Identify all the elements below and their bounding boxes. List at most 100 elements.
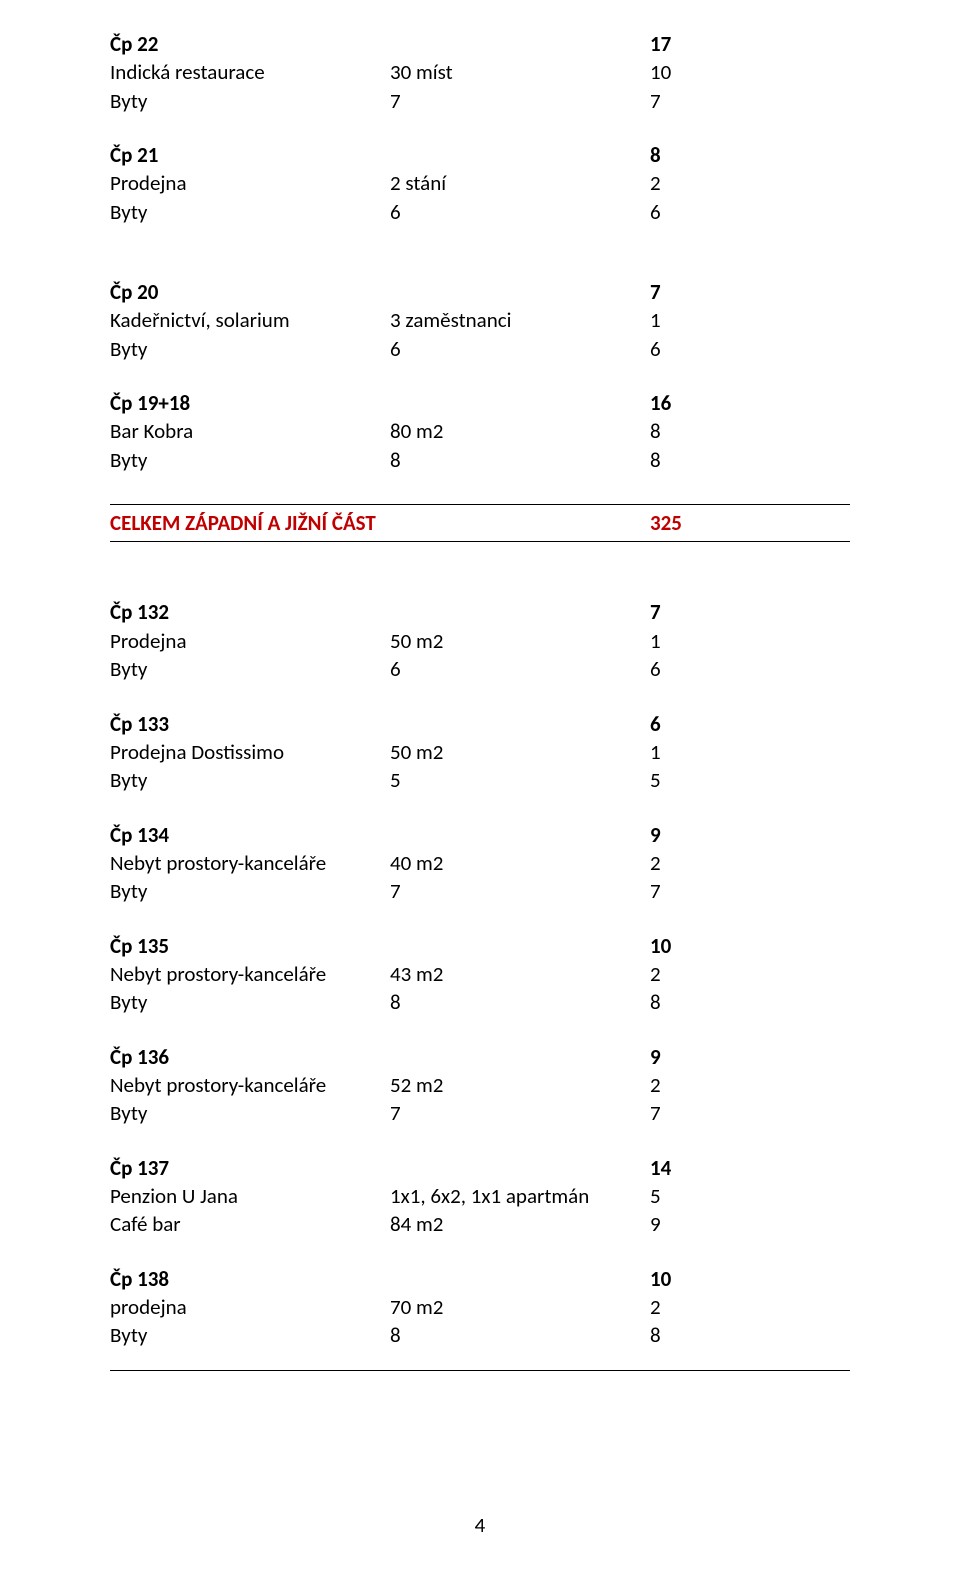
- cell: Bar Kobra: [110, 417, 390, 445]
- row-cp1918-title: Čp 19+18 16: [110, 389, 850, 417]
- cell: 2 stání: [390, 169, 650, 197]
- row-cp22-title: Čp 22 17: [110, 30, 850, 58]
- row-cp135-title: Čp 135 10: [110, 932, 850, 960]
- cell: 2: [650, 169, 850, 197]
- row-cp21-title: Čp 21 8: [110, 141, 850, 169]
- cell: prodejna: [110, 1293, 390, 1321]
- cp21-title: Čp 21: [110, 141, 390, 169]
- row-cp1918-1: Bar Kobra 80 m2 8: [110, 417, 850, 445]
- cell: 52 m2: [390, 1071, 650, 1099]
- row-cp136-2: Byty 7 7: [110, 1099, 850, 1127]
- cell: 5: [390, 766, 650, 794]
- cell: 10: [650, 58, 850, 86]
- total-value: 325: [650, 509, 850, 537]
- cp133-total: 6: [650, 710, 850, 738]
- cp133-title: Čp 133: [110, 710, 390, 738]
- cp137-title: Čp 137: [110, 1154, 390, 1182]
- cell: 7: [390, 87, 650, 115]
- row-cp136-title: Čp 136 9: [110, 1043, 850, 1071]
- cell: Kadeřnictví, solarium: [110, 306, 390, 334]
- cell: 8: [650, 417, 850, 445]
- row-cp132-title: Čp 132 7: [110, 598, 850, 626]
- footer-rule: [110, 1370, 850, 1371]
- cp1918-total: 16: [650, 389, 850, 417]
- cp134-total: 9: [650, 821, 850, 849]
- row-cp21-2: Byty 6 6: [110, 198, 850, 226]
- row-cp22-1: Indická restaurace 30 míst 10: [110, 58, 850, 86]
- cell: 6: [650, 198, 850, 226]
- cp22-total: 17: [650, 30, 850, 58]
- cp136-total: 9: [650, 1043, 850, 1071]
- cell: 3 zaměstnanci: [390, 306, 650, 334]
- cp21-total: 8: [650, 141, 850, 169]
- cell: Nebyt prostory-kanceláře: [110, 849, 390, 877]
- row-cp133-title: Čp 133 6: [110, 710, 850, 738]
- cell: Byty: [110, 988, 390, 1016]
- cell: 7: [390, 877, 650, 905]
- cell: 5: [650, 766, 850, 794]
- spacer: [110, 115, 850, 141]
- cp134-title: Čp 134: [110, 821, 390, 849]
- cell: Byty: [110, 1099, 390, 1127]
- cell: 6: [390, 198, 650, 226]
- row-total-west-south: CELKEM ZÁPADNÍ A JIŽNÍ ČÁST 325: [110, 509, 850, 537]
- cell: 84 m2: [390, 1210, 650, 1238]
- cell: Byty: [110, 1321, 390, 1349]
- cell: 6: [650, 335, 850, 363]
- cell: Byty: [110, 198, 390, 226]
- cell: Byty: [110, 655, 390, 683]
- cp20-total: 7: [650, 278, 850, 306]
- spacer: [110, 363, 850, 389]
- cp20-title: Čp 20: [110, 278, 390, 306]
- cell: 7: [390, 1099, 650, 1127]
- row-cp135-2: Byty 8 8: [110, 988, 850, 1016]
- cell: 8: [390, 446, 650, 474]
- cell: Prodejna Dostissimo: [110, 738, 390, 766]
- row-cp137-title: Čp 137 14: [110, 1154, 850, 1182]
- cell: 8: [650, 446, 850, 474]
- cell: 8: [390, 988, 650, 1016]
- row-cp134-title: Čp 134 9: [110, 821, 850, 849]
- cp135-total: 10: [650, 932, 850, 960]
- cell: 2: [650, 1293, 850, 1321]
- spacer: [110, 474, 850, 500]
- row-cp20-1: Kadeřnictví, solarium 3 zaměstnanci 1: [110, 306, 850, 334]
- cell: 6: [390, 655, 650, 683]
- divider-rule: [110, 541, 850, 542]
- row-cp1918-2: Byty 8 8: [110, 446, 850, 474]
- cp137-total: 14: [650, 1154, 850, 1182]
- cell: 80 m2: [390, 417, 650, 445]
- cp135-title: Čp 135: [110, 932, 390, 960]
- cell: 2: [650, 1071, 850, 1099]
- spacer: [110, 1239, 850, 1265]
- cell: Nebyt prostory-kanceláře: [110, 960, 390, 988]
- cell: 8: [390, 1321, 650, 1349]
- row-cp21-1: Prodejna 2 stání 2: [110, 169, 850, 197]
- spacer: [110, 226, 850, 278]
- cell: 30 míst: [390, 58, 650, 86]
- spacer: [110, 1128, 850, 1154]
- row-cp138-title: Čp 138 10: [110, 1265, 850, 1293]
- cell: 7: [650, 1099, 850, 1127]
- cell: Byty: [110, 766, 390, 794]
- cp132-title: Čp 132: [110, 598, 390, 626]
- row-cp133-2: Byty 5 5: [110, 766, 850, 794]
- row-cp137-2: Café bar 84 m2 9: [110, 1210, 850, 1238]
- cp132-total: 7: [650, 598, 850, 626]
- cell: Byty: [110, 87, 390, 115]
- cell: Prodejna: [110, 169, 390, 197]
- cell: 40 m2: [390, 849, 650, 877]
- cell: 7: [650, 87, 850, 115]
- page-number: 4: [110, 1511, 850, 1539]
- cp22-title: Čp 22: [110, 30, 390, 58]
- cell: 1: [650, 306, 850, 334]
- cp138-title: Čp 138: [110, 1265, 390, 1293]
- cell: Prodejna: [110, 627, 390, 655]
- cell: Café bar: [110, 1210, 390, 1238]
- row-cp134-2: Byty 7 7: [110, 877, 850, 905]
- row-cp138-1: prodejna 70 m2 2: [110, 1293, 850, 1321]
- spacer: [110, 546, 850, 598]
- spacer: [110, 795, 850, 821]
- cell: Byty: [110, 335, 390, 363]
- cp138-total: 10: [650, 1265, 850, 1293]
